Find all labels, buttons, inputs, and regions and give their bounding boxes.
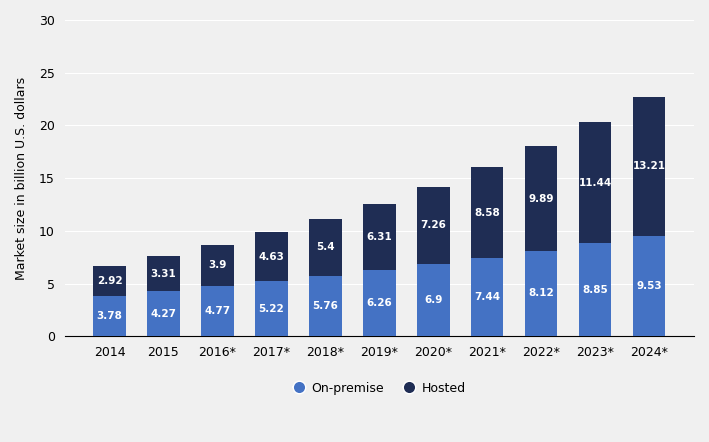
Text: 9.89: 9.89 xyxy=(528,194,554,203)
Bar xyxy=(255,232,288,281)
Bar xyxy=(579,243,611,336)
Bar xyxy=(417,263,450,336)
Bar xyxy=(309,275,342,336)
Text: 5.22: 5.22 xyxy=(259,304,284,314)
Bar xyxy=(633,96,665,236)
Bar xyxy=(471,258,503,336)
Y-axis label: Market size in billion U.S. dollars: Market size in billion U.S. dollars xyxy=(15,76,28,280)
Bar xyxy=(525,146,557,251)
Bar xyxy=(363,270,396,336)
Text: 4.63: 4.63 xyxy=(259,252,284,262)
Text: 3.31: 3.31 xyxy=(150,269,177,279)
Text: 9.53: 9.53 xyxy=(637,281,662,291)
Text: 5.4: 5.4 xyxy=(316,242,335,252)
Text: 3.9: 3.9 xyxy=(208,260,227,271)
Text: 6.9: 6.9 xyxy=(424,295,442,305)
Text: 8.85: 8.85 xyxy=(582,285,608,295)
Text: 8.12: 8.12 xyxy=(528,289,554,298)
Text: 4.27: 4.27 xyxy=(150,309,177,319)
Text: 6.26: 6.26 xyxy=(367,298,392,308)
Text: 11.44: 11.44 xyxy=(579,178,612,188)
Text: 4.77: 4.77 xyxy=(204,306,230,316)
Bar xyxy=(525,251,557,336)
Text: 5.76: 5.76 xyxy=(313,301,338,311)
Legend: On-premise, Hosted: On-premise, Hosted xyxy=(288,377,471,400)
Bar xyxy=(147,291,179,336)
Bar xyxy=(255,281,288,336)
Text: 3.78: 3.78 xyxy=(96,311,123,321)
Bar xyxy=(201,286,234,336)
Bar xyxy=(94,266,125,297)
Text: 13.21: 13.21 xyxy=(632,161,666,171)
Bar xyxy=(201,245,234,286)
Bar xyxy=(147,256,179,291)
Text: 8.58: 8.58 xyxy=(474,208,500,217)
Text: 7.44: 7.44 xyxy=(474,292,501,302)
Text: 6.31: 6.31 xyxy=(367,232,392,242)
Text: 2.92: 2.92 xyxy=(96,276,123,286)
Bar xyxy=(579,122,611,243)
Bar xyxy=(309,219,342,275)
Bar xyxy=(471,168,503,258)
Bar xyxy=(633,236,665,336)
Bar xyxy=(417,187,450,263)
Bar xyxy=(94,297,125,336)
Bar xyxy=(363,204,396,270)
Text: 7.26: 7.26 xyxy=(420,220,446,230)
